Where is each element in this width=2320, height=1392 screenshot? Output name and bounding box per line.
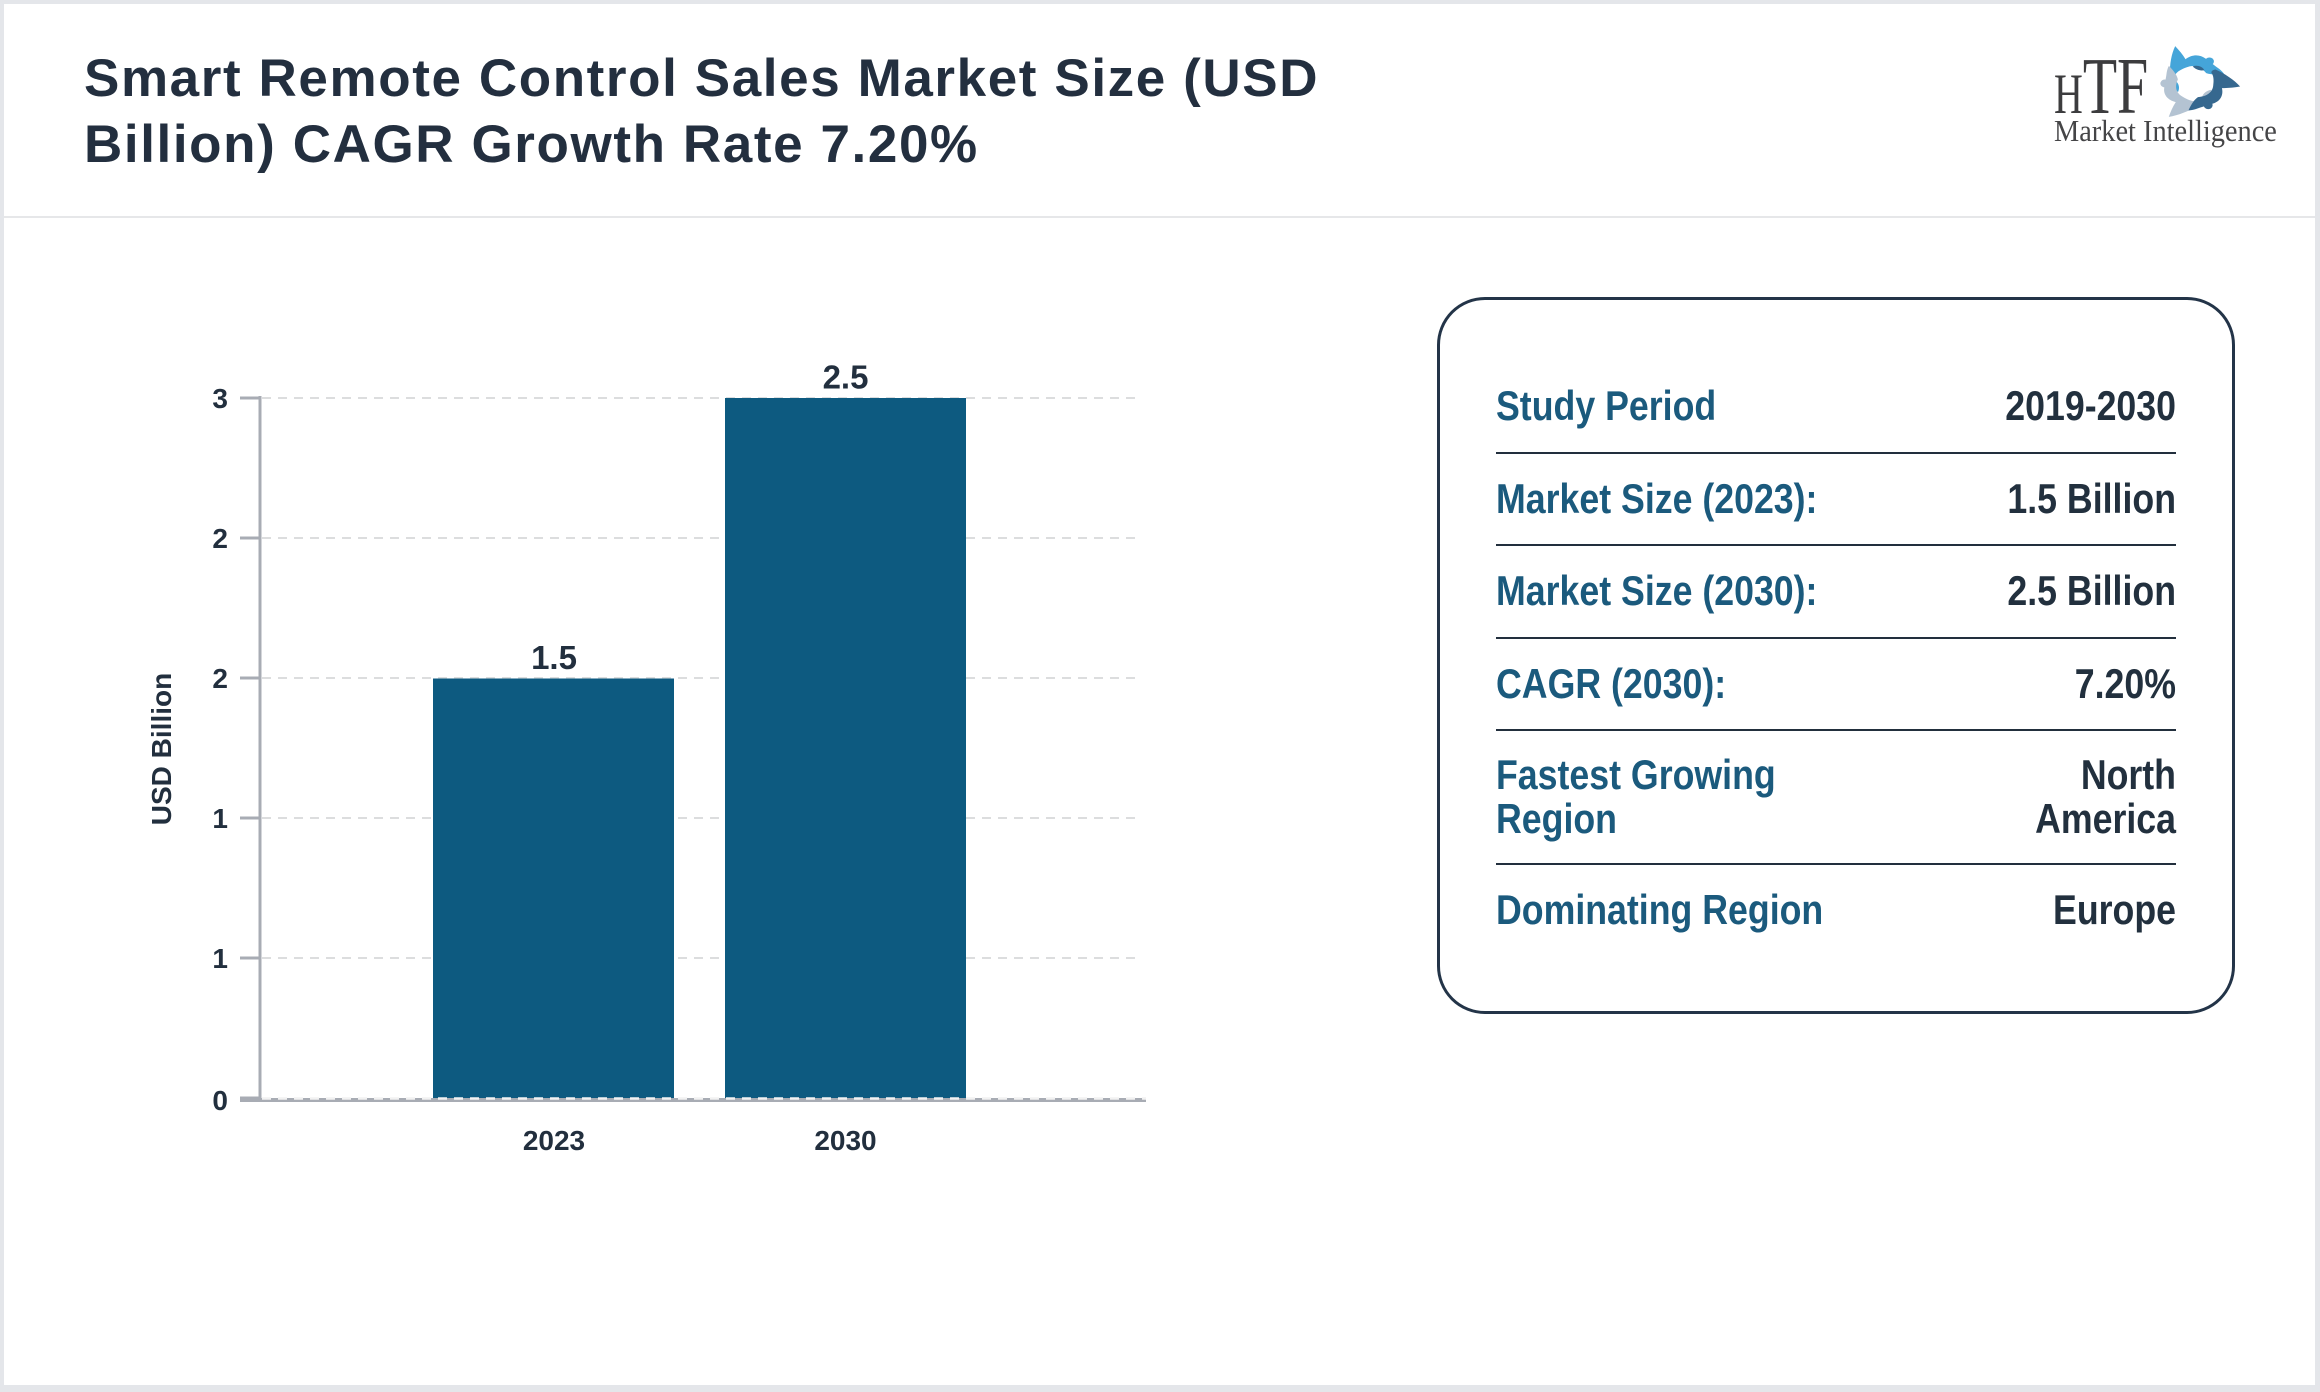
svg-text:USD Billion: USD Billion (146, 673, 177, 825)
svg-text:1: 1 (212, 803, 228, 834)
svg-text:1.5: 1.5 (531, 639, 577, 676)
svg-text:1: 1 (212, 943, 228, 974)
svg-text:2.5: 2.5 (823, 359, 869, 396)
svg-text:2: 2 (212, 663, 228, 694)
svg-text:2030: 2030 (814, 1125, 876, 1156)
svg-text:2: 2 (212, 523, 228, 554)
svg-text:3: 3 (212, 383, 228, 414)
svg-text:2023: 2023 (523, 1125, 585, 1156)
svg-text:0: 0 (212, 1085, 228, 1116)
